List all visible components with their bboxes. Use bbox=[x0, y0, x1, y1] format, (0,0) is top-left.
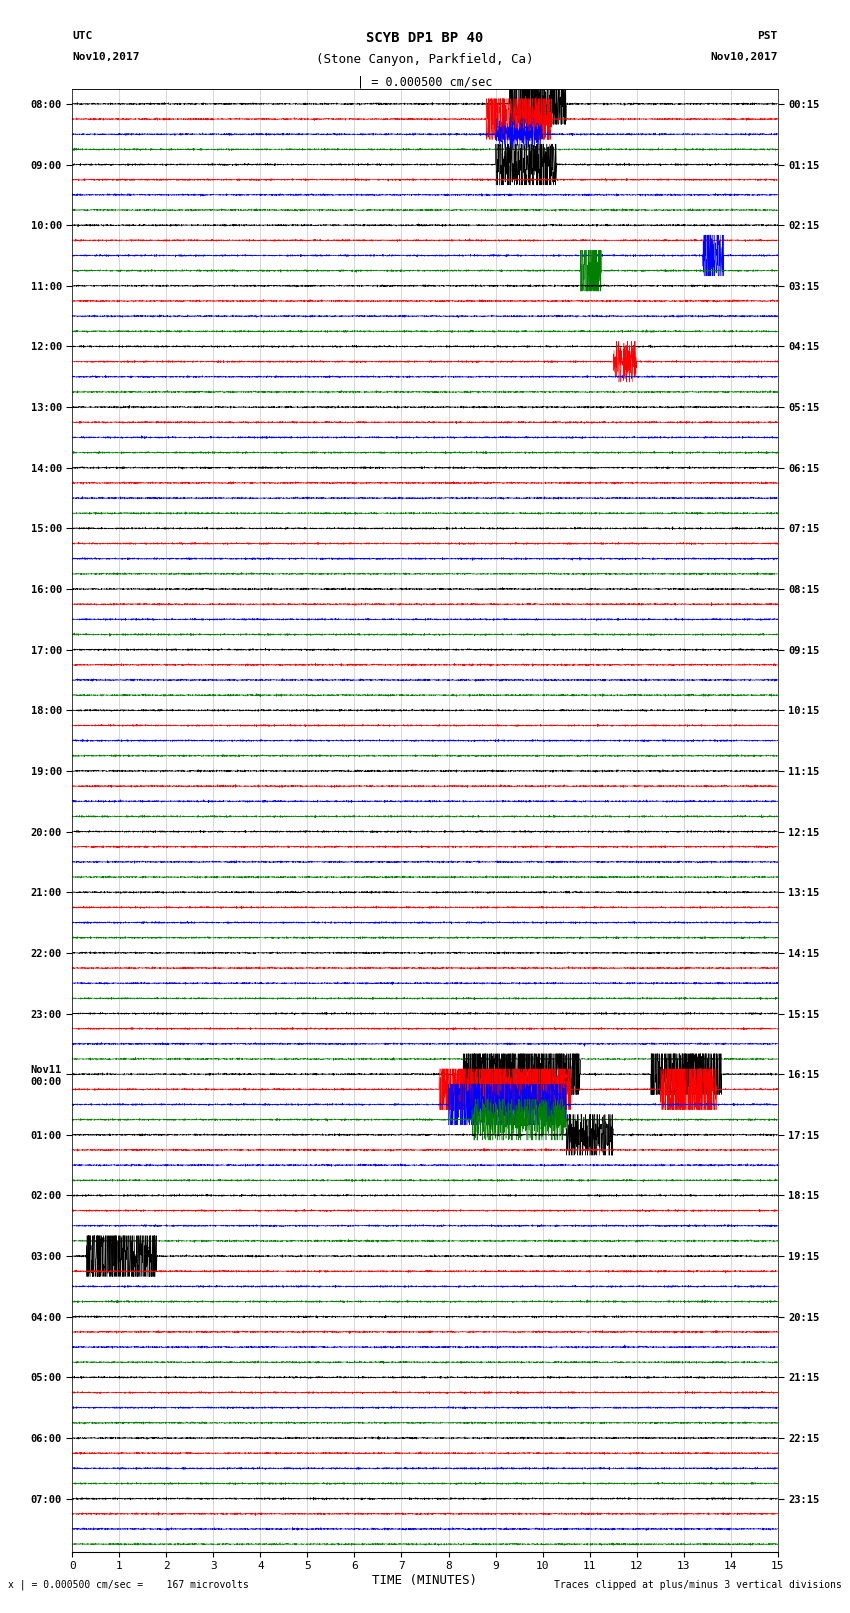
Text: (Stone Canyon, Parkfield, Ca): (Stone Canyon, Parkfield, Ca) bbox=[316, 53, 534, 66]
Text: UTC: UTC bbox=[72, 31, 93, 40]
Text: SCYB DP1 BP 40: SCYB DP1 BP 40 bbox=[366, 31, 484, 45]
X-axis label: TIME (MINUTES): TIME (MINUTES) bbox=[372, 1574, 478, 1587]
Text: Nov10,2017: Nov10,2017 bbox=[72, 52, 139, 61]
Text: Nov10,2017: Nov10,2017 bbox=[711, 52, 778, 61]
Text: Traces clipped at plus/minus 3 vertical divisions: Traces clipped at plus/minus 3 vertical … bbox=[553, 1581, 842, 1590]
Text: | = 0.000500 cm/sec: | = 0.000500 cm/sec bbox=[357, 76, 493, 89]
Text: PST: PST bbox=[757, 31, 778, 40]
Text: x | = 0.000500 cm/sec =    167 microvolts: x | = 0.000500 cm/sec = 167 microvolts bbox=[8, 1579, 249, 1590]
